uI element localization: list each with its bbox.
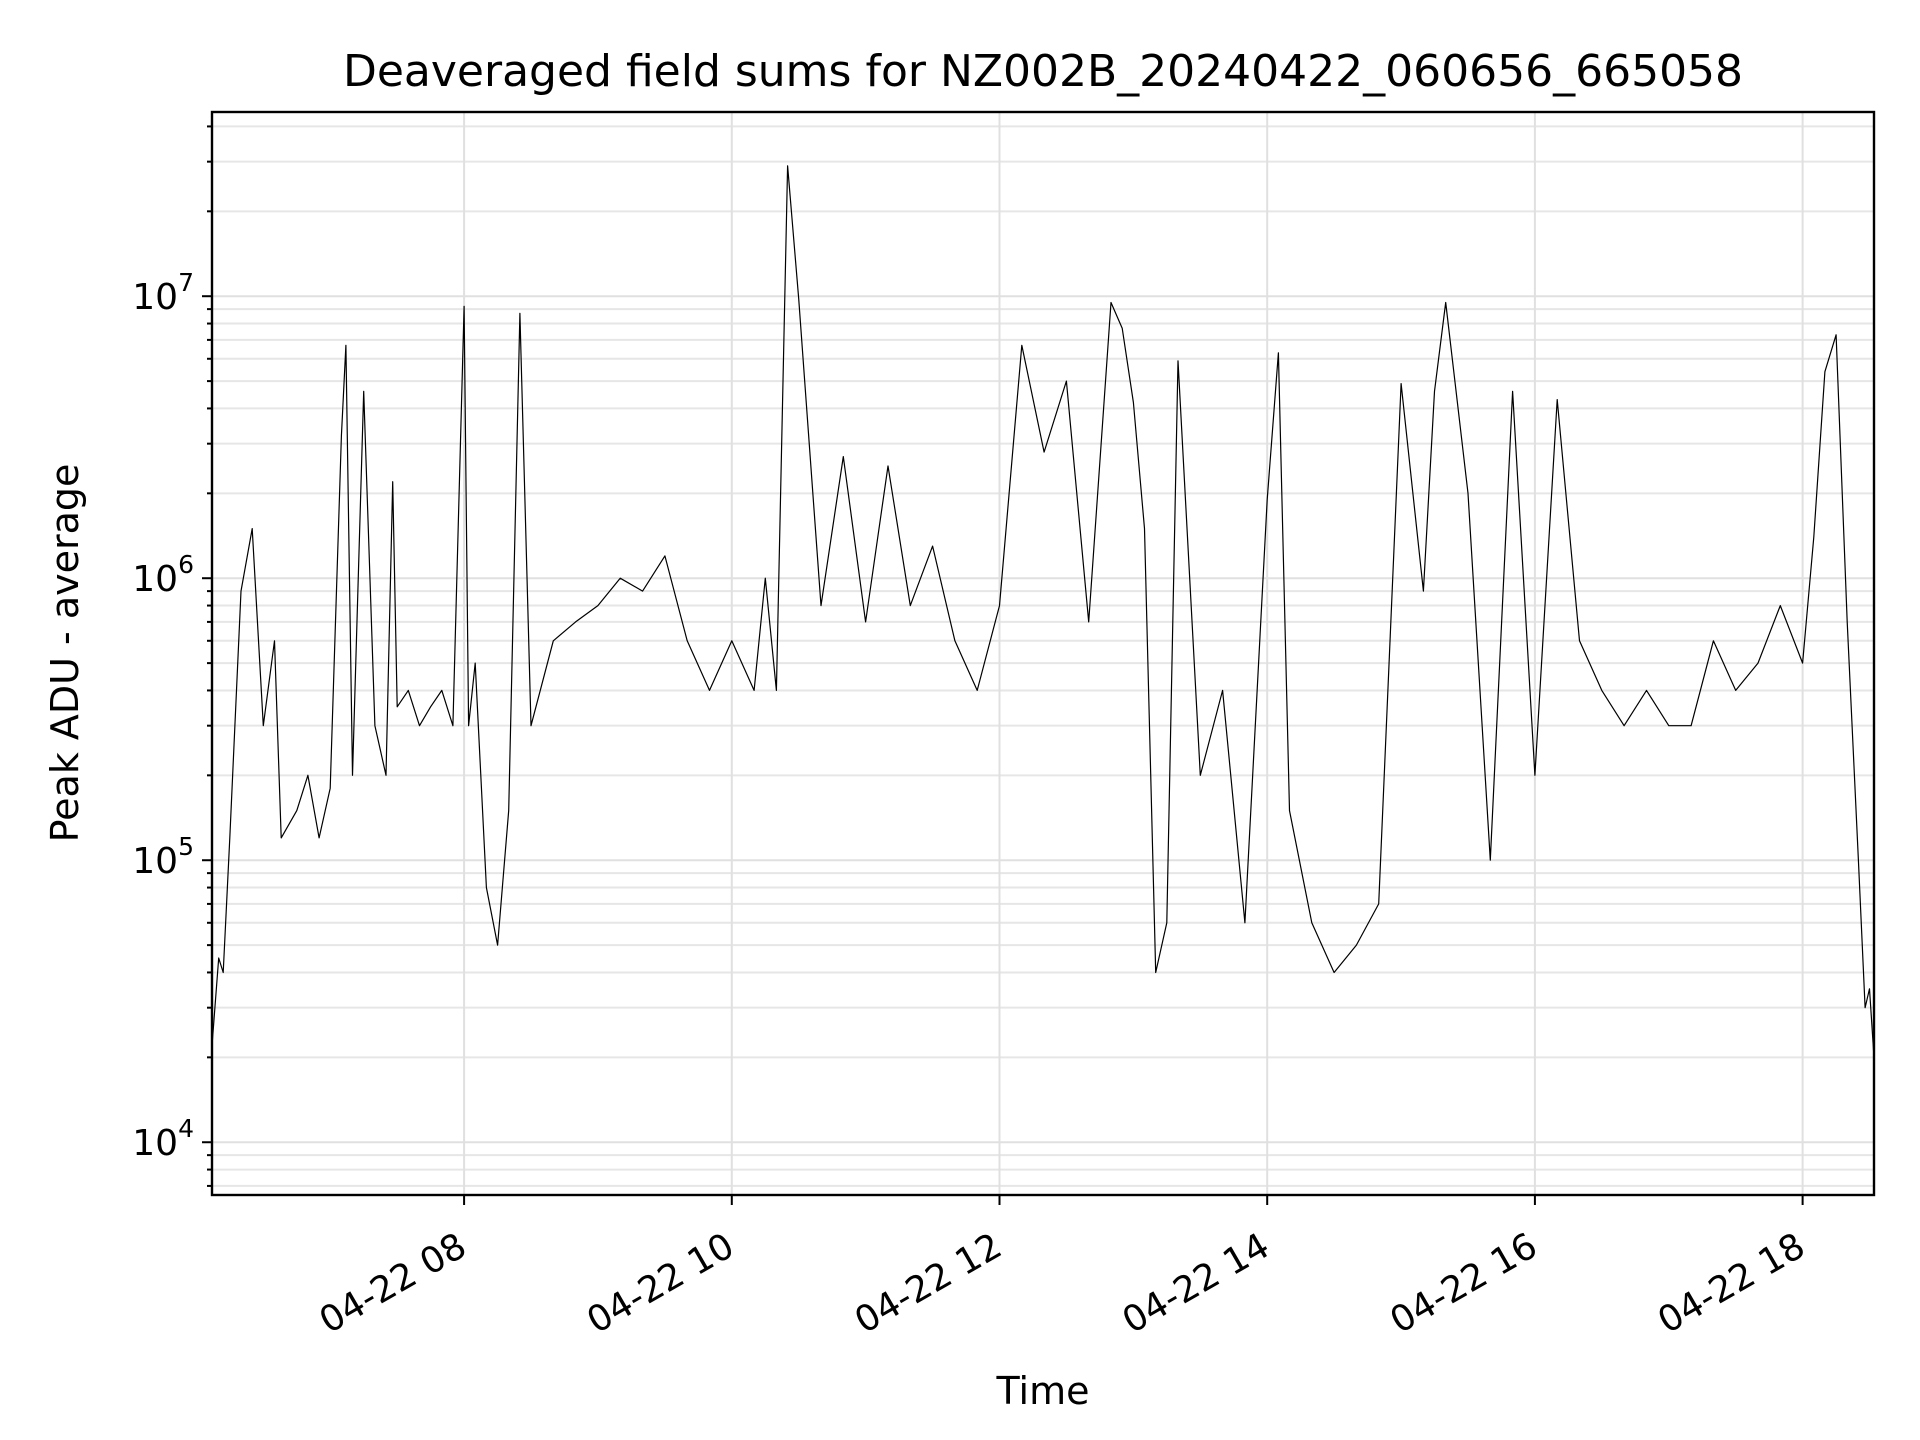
y-axis-label: Peak ADU - average xyxy=(43,464,87,843)
x-tick-label: 04-22 16 xyxy=(1384,1225,1545,1341)
series-layer xyxy=(211,165,1875,1058)
x-tick-label: 04-22 14 xyxy=(1116,1225,1277,1341)
x-tick-label: 04-22 18 xyxy=(1651,1225,1812,1341)
y-tick-label: 106 xyxy=(132,550,194,600)
x-axis-label: Time xyxy=(996,1369,1090,1413)
y-tick-label: 104 xyxy=(132,1114,194,1164)
chart-title: Deaveraged field sums for NZ002B_2024042… xyxy=(343,46,1743,97)
x-tick-label: 04-22 12 xyxy=(848,1225,1009,1341)
plot-frame xyxy=(210,110,1876,1197)
y-tick-label: 105 xyxy=(132,832,194,882)
x-tick-label: 04-22 10 xyxy=(580,1225,741,1341)
data-series-line xyxy=(211,165,1875,1058)
y-tick-label: 107 xyxy=(132,268,194,318)
x-tick-label: 04-22 08 xyxy=(313,1225,474,1341)
grid xyxy=(212,112,1874,1195)
